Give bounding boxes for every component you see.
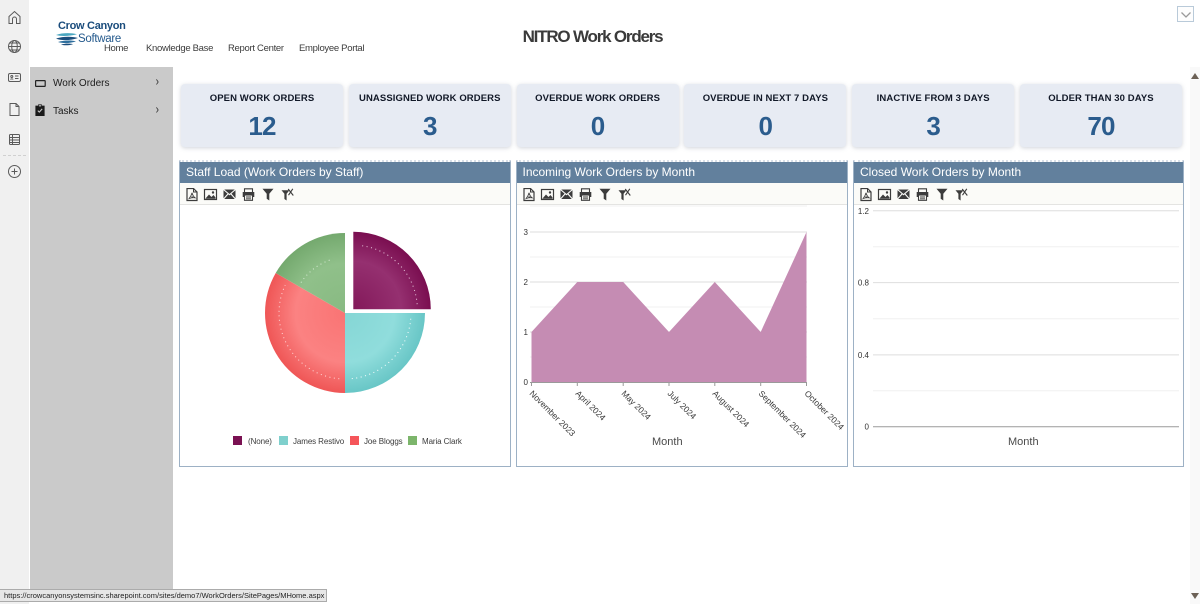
svg-text:October 2024: October 2024 [803,388,847,432]
svg-text:May 2024: May 2024 [620,388,654,422]
svg-text:1.2: 1.2 [858,207,870,216]
svg-text:September 2024: September 2024 [757,388,809,440]
svg-text:0.4: 0.4 [858,351,870,360]
svg-text:0: 0 [524,378,529,387]
svg-text:2: 2 [524,278,529,287]
svg-text:November 2023: November 2023 [528,388,578,438]
svg-text:April 2024: April 2024 [574,388,608,422]
svg-text:July 2024: July 2024 [666,388,699,421]
svg-text:3: 3 [524,228,529,237]
svg-text:1: 1 [524,328,529,337]
svg-text:0: 0 [865,423,870,432]
svg-text:August 2024: August 2024 [711,388,752,429]
svg-text:0.8: 0.8 [858,279,870,288]
